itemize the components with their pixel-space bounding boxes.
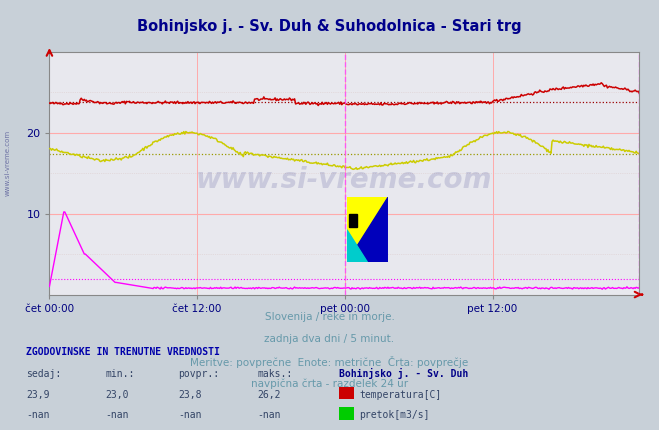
Text: -nan: -nan <box>105 410 129 421</box>
Text: ZGODOVINSKE IN TRENUTNE VREDNOSTI: ZGODOVINSKE IN TRENUTNE VREDNOSTI <box>26 347 220 357</box>
Text: 23,9: 23,9 <box>26 390 50 400</box>
Text: Slovenija / reke in morje.: Slovenija / reke in morje. <box>264 312 395 322</box>
Text: 26,2: 26,2 <box>257 390 281 400</box>
Text: Meritve: povprečne  Enote: metrične  Črta: povprečje: Meritve: povprečne Enote: metrične Črta:… <box>190 356 469 369</box>
Text: Bohinjsko j. - Sv. Duh & Suhodolnica - Stari trg: Bohinjsko j. - Sv. Duh & Suhodolnica - S… <box>137 19 522 34</box>
Bar <box>349 214 357 227</box>
Text: -nan: -nan <box>257 410 281 421</box>
Text: min.:: min.: <box>105 369 135 379</box>
Polygon shape <box>347 197 388 262</box>
Text: maks.:: maks.: <box>257 369 292 379</box>
Text: Bohinjsko j. - Sv. Duh: Bohinjsko j. - Sv. Duh <box>339 368 469 379</box>
Text: 23,8: 23,8 <box>178 390 202 400</box>
Text: www.si-vreme.com: www.si-vreme.com <box>196 166 492 194</box>
Text: -nan: -nan <box>26 410 50 421</box>
Text: povpr.:: povpr.: <box>178 369 219 379</box>
Text: pretok[m3/s]: pretok[m3/s] <box>359 410 430 421</box>
Text: www.si-vreme.com: www.si-vreme.com <box>5 130 11 197</box>
Polygon shape <box>347 197 388 262</box>
Text: zadnja dva dni / 5 minut.: zadnja dva dni / 5 minut. <box>264 334 395 344</box>
Text: sedaj:: sedaj: <box>26 369 61 379</box>
Text: temperatura[C]: temperatura[C] <box>359 390 442 400</box>
Text: navpična črta - razdelek 24 ur: navpična črta - razdelek 24 ur <box>251 379 408 389</box>
Text: -nan: -nan <box>178 410 202 421</box>
Polygon shape <box>347 230 368 262</box>
Text: 23,0: 23,0 <box>105 390 129 400</box>
